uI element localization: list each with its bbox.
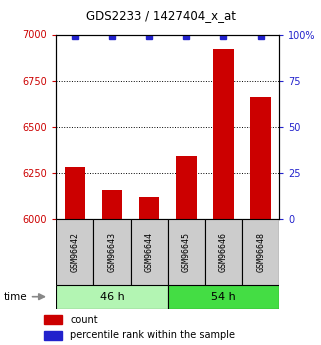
Text: 54 h: 54 h (211, 292, 236, 302)
Bar (176, 156, 196, 219)
Text: GSM96646: GSM96646 (219, 232, 228, 272)
Text: count: count (70, 315, 98, 325)
Bar (45, 315, 62, 324)
Text: GSM96642: GSM96642 (70, 232, 79, 272)
Bar (131, 219, 168, 285)
Text: 46 h: 46 h (100, 292, 124, 302)
Text: time: time (3, 292, 27, 302)
Text: GSM96648: GSM96648 (256, 232, 265, 272)
Bar (139, 197, 159, 219)
Bar (56, 219, 93, 285)
Text: GSM96644: GSM96644 (145, 232, 154, 272)
Text: percentile rank within the sample: percentile rank within the sample (70, 331, 235, 341)
Bar (65, 167, 85, 219)
Bar (102, 189, 122, 219)
Text: GDS2233 / 1427404_x_at: GDS2233 / 1427404_x_at (85, 9, 236, 22)
Bar (93, 219, 131, 285)
Bar (205, 219, 242, 285)
Text: GSM96643: GSM96643 (108, 232, 117, 272)
Bar (213, 49, 234, 219)
Bar (45, 331, 62, 340)
Bar (168, 219, 205, 285)
Bar (250, 97, 271, 219)
Bar (168, 285, 279, 309)
Text: GSM96645: GSM96645 (182, 232, 191, 272)
Bar (56, 285, 168, 309)
Bar (242, 219, 279, 285)
